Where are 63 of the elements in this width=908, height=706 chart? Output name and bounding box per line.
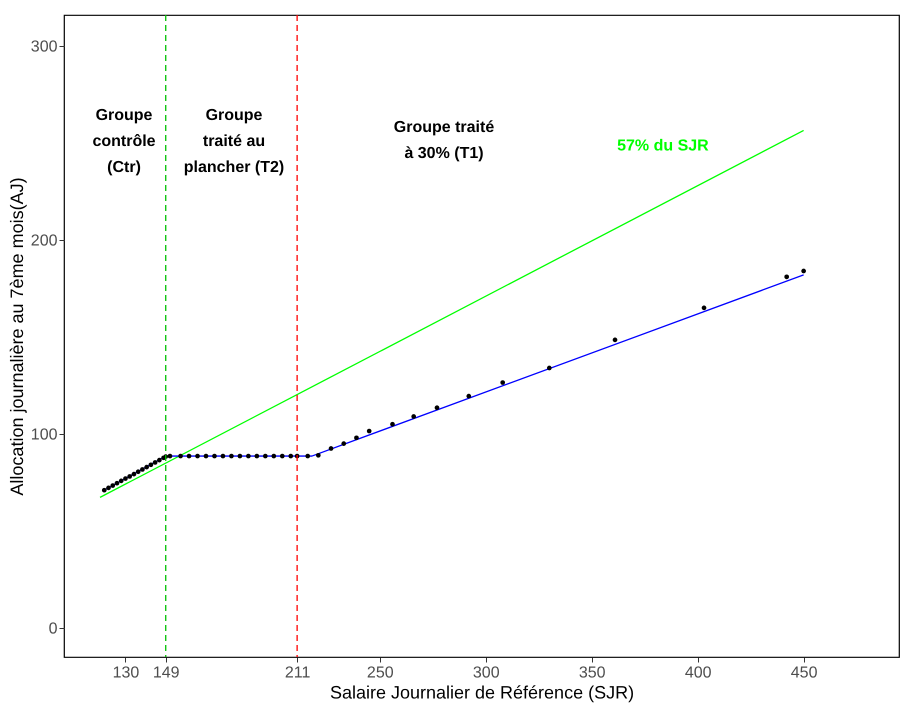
point — [102, 488, 107, 493]
point — [132, 472, 136, 476]
point — [118, 478, 124, 484]
x-tick-label: 130 — [112, 664, 140, 682]
point — [186, 454, 192, 458]
point — [612, 338, 618, 342]
point — [366, 428, 372, 434]
y-tick-label: 100 — [30, 426, 58, 444]
point — [157, 458, 162, 462]
point — [106, 486, 111, 490]
y-axis-title: Allocation journalière au 7ème mois(AJ) — [6, 177, 27, 496]
point — [152, 460, 158, 465]
x-tick-label: 450 — [790, 664, 818, 682]
x-tick-label: 250 — [366, 664, 394, 682]
point — [390, 422, 395, 427]
point — [288, 454, 294, 458]
point — [178, 454, 183, 458]
point — [801, 268, 806, 274]
point — [434, 405, 440, 410]
point — [238, 454, 242, 458]
annotation: Groupe contrôle (Ctr) — [92, 107, 156, 176]
point — [500, 380, 506, 385]
point — [144, 464, 149, 470]
point — [168, 454, 172, 458]
y-tick-label: 300 — [30, 38, 58, 56]
point — [246, 454, 251, 458]
y-tick-label: 200 — [30, 232, 58, 250]
annotation: Groupe traité au plancher (T2) — [184, 107, 284, 176]
point — [280, 454, 285, 458]
x-tick-label: 300 — [472, 664, 500, 682]
point — [110, 483, 116, 488]
point — [136, 469, 141, 474]
point — [316, 452, 321, 458]
point — [262, 454, 268, 458]
point — [195, 454, 200, 458]
x-axis-title: Salaire Journalier de Référence (SJR) — [330, 682, 634, 702]
point — [784, 274, 790, 280]
point — [114, 480, 120, 486]
point — [702, 306, 706, 310]
x-tick-label: 400 — [684, 664, 712, 682]
annotation: Groupe traité à 30% (T1) — [394, 119, 494, 162]
x-tick-label: 350 — [578, 664, 606, 682]
series-label: 57% du SJR — [617, 138, 710, 155]
point — [220, 454, 226, 458]
x-tick-label: 211 — [284, 664, 310, 682]
point — [148, 462, 154, 468]
point — [546, 366, 552, 370]
point — [328, 446, 334, 451]
point — [140, 467, 145, 472]
point — [305, 454, 310, 458]
point — [271, 454, 276, 458]
point — [341, 441, 346, 446]
point — [123, 476, 128, 481]
point — [229, 454, 234, 458]
point — [127, 474, 132, 479]
point — [212, 454, 217, 458]
point — [354, 435, 359, 440]
point — [204, 454, 208, 458]
point — [411, 414, 416, 419]
x-tick-label: 149 — [152, 664, 180, 682]
y-tick-label: 0 — [48, 620, 58, 638]
point — [466, 394, 472, 398]
point — [254, 454, 260, 458]
